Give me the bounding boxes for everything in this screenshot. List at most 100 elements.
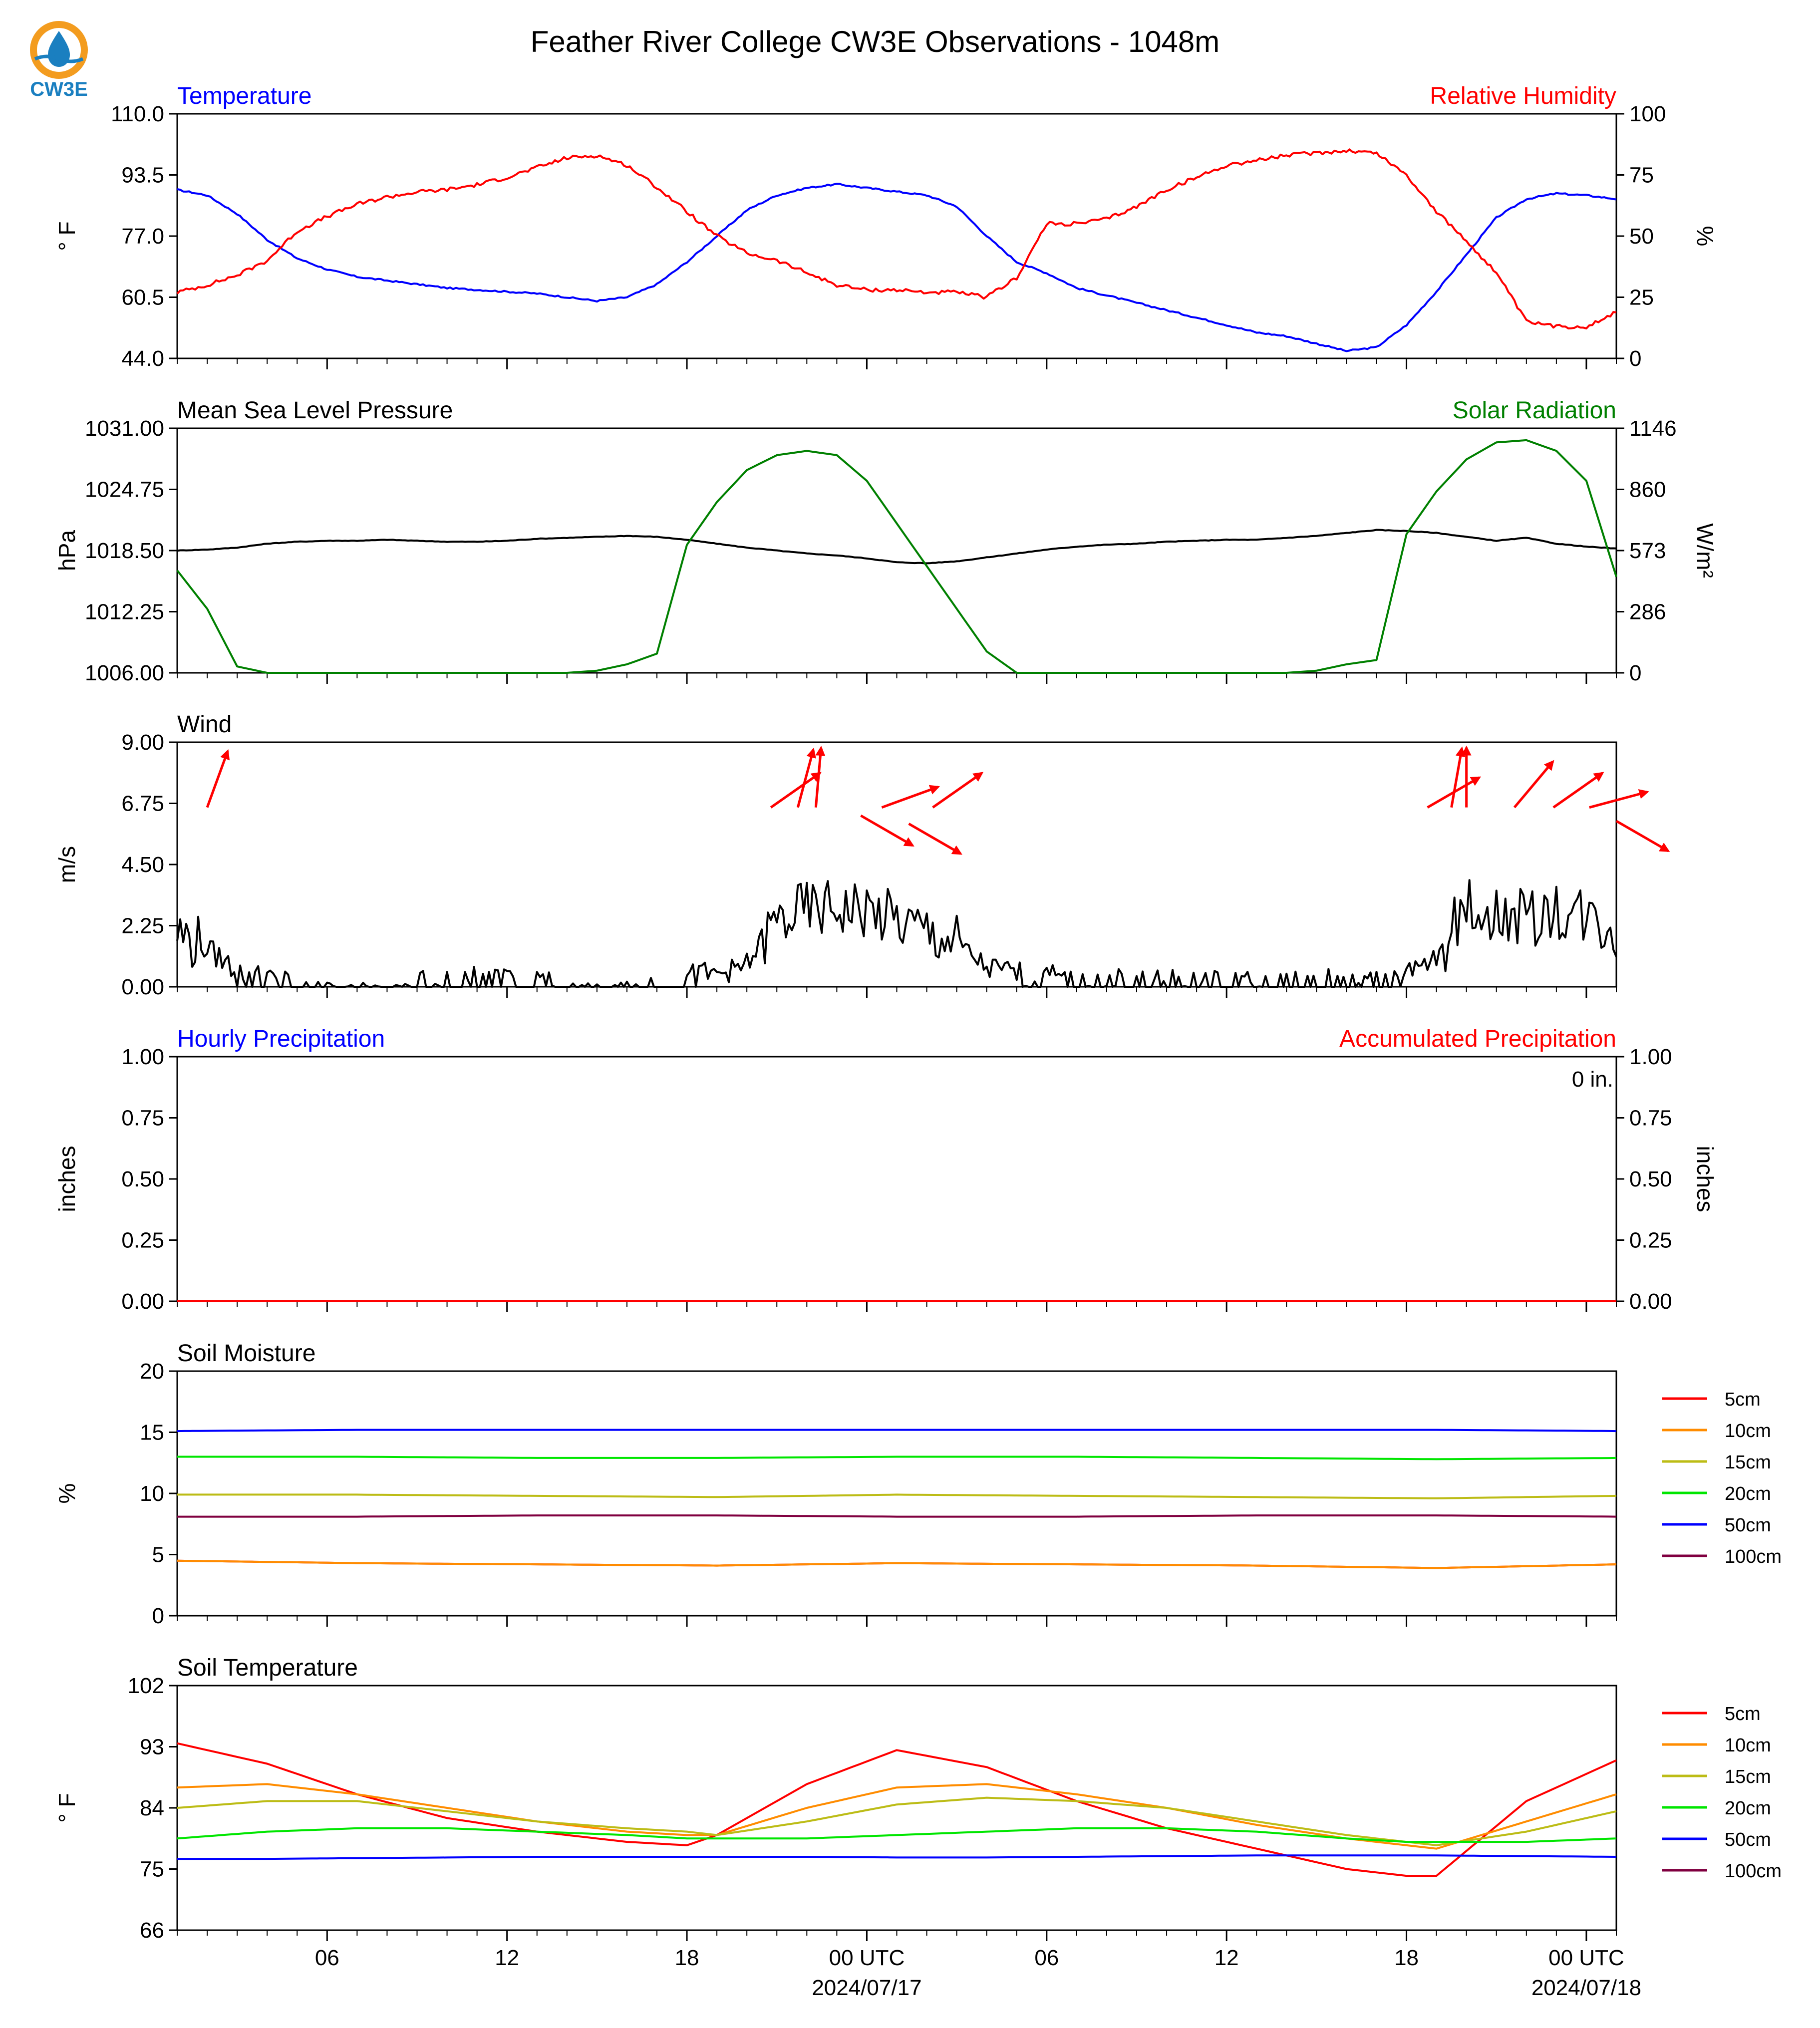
panel-temp_rh: Temperature Relative Humidity 44.0 60.5 77.0… [54, 83, 1718, 371]
wind-arrow [770, 772, 822, 809]
y-tick-label-left: 0.25 [121, 1228, 164, 1253]
legend-entry: 5cm [1725, 1704, 1761, 1725]
panel-title-left: Temperature [177, 83, 311, 109]
y-tick-label-right: 1.00 [1629, 1045, 1672, 1069]
x-date-label: 2024/07/17 [812, 1976, 921, 2000]
y-tick-label-right: 286 [1629, 600, 1666, 624]
y-tick-label-left: 66 [140, 1918, 164, 1943]
series-line-100cm [177, 1514, 1617, 1518]
y-axis-label-left: hPa [54, 530, 80, 571]
series-line-relative-humidity [176, 148, 1617, 329]
y-tick-label-left: 0.75 [121, 1106, 164, 1131]
legend-entry: 10cm [1725, 1421, 1771, 1442]
y-tick-label-right: 0.00 [1629, 1289, 1672, 1314]
x-tick-label: 12 [1214, 1946, 1239, 1970]
y-tick-label-left: 1.00 [121, 1045, 164, 1069]
series-line-temperature [177, 183, 1617, 352]
y-tick-label-left: 110.0 [111, 102, 164, 126]
y-tick-label-right: 0.50 [1629, 1167, 1672, 1191]
y-tick-label-left: 1031.00 [85, 416, 164, 441]
x-tick-label: 06 [315, 1946, 339, 1970]
y-axis-label-right: % [1692, 226, 1718, 247]
panel-title-left: Hourly Precipitation [177, 1026, 385, 1052]
y-tick-label-right: 0.25 [1629, 1228, 1672, 1253]
panel-title-left: Soil Temperature [177, 1655, 358, 1681]
legend-entry: 15cm [1725, 1766, 1771, 1787]
panel-title-right: Solar Radiation [1453, 397, 1616, 424]
panel-title-left: Mean Sea Level Pressure [177, 397, 453, 424]
logo-text: CW3E [30, 78, 88, 100]
legend-entry: 15cm [1725, 1452, 1771, 1473]
y-tick-label-left: 44.0 [121, 346, 164, 371]
y-tick-label-right: 0.75 [1629, 1106, 1672, 1131]
y-tick-label-right: 100 [1629, 102, 1666, 126]
wind-arrow [908, 823, 962, 855]
y-axis-label-left: m/s [54, 846, 80, 883]
y-tick-label-right: 25 [1629, 286, 1654, 310]
accumulated-total-label: 0 in. [1572, 1067, 1613, 1092]
series-line-solar-radiation [176, 439, 1617, 674]
y-axis-label-right: inches [1692, 1146, 1718, 1212]
panel-soil_temperature: Soil Temperature 66 75 84 93 102 ° F 5cm 10cm 15c… [54, 1655, 1782, 1943]
x-tick-label: 00 UTC [829, 1946, 905, 1970]
y-tick-label-right: 0 [1629, 661, 1641, 685]
y-tick-label-left: 15 [140, 1421, 164, 1445]
y-tick-label-left: 0 [152, 1604, 164, 1628]
y-tick-label-left: 2.25 [121, 914, 164, 938]
panel-title-left: Soil Moisture [177, 1340, 315, 1367]
y-tick-label-left: 20 [140, 1359, 164, 1384]
y-tick-label-left: 1006.00 [85, 661, 164, 685]
y-tick-label-right: 75 [1629, 163, 1654, 188]
legend-entry: 10cm [1725, 1735, 1771, 1756]
y-tick-label-left: 93.5 [121, 163, 164, 188]
wind-arrow [932, 772, 984, 809]
y-tick-label-right: 0 [1629, 346, 1641, 371]
y-tick-label-right: 860 [1629, 478, 1666, 502]
wind-arrow [1513, 760, 1554, 809]
x-tick-label: 00 UTC [1548, 1946, 1624, 1970]
y-tick-label-left: 60.5 [121, 286, 164, 310]
wind-arrow [1615, 820, 1670, 853]
legend-entry: 20cm [1725, 1798, 1771, 1819]
y-axis-label-left: inches [54, 1146, 80, 1212]
legend-entry: 50cm [1725, 1515, 1771, 1536]
wind-arrow [1552, 772, 1604, 809]
wind-arrow [1450, 746, 1466, 808]
y-tick-label-left: 84 [140, 1796, 164, 1820]
legend-entry: 50cm [1725, 1829, 1771, 1850]
wind-arrow [206, 749, 230, 808]
y-tick-label-left: 75 [140, 1857, 164, 1882]
series-line-20cm [177, 1455, 1617, 1460]
y-tick-label-right: 1146 [1629, 416, 1677, 441]
series-line-10cm [177, 1559, 1617, 1569]
y-tick-label-left: 1018.50 [85, 539, 164, 563]
panel-title-left: Wind [177, 711, 232, 738]
chart-panels: Temperature Relative Humidity 44.0 60.5 77.0… [54, 83, 1782, 2000]
series-line-50cm [177, 1854, 1617, 1860]
y-axis-label-left: ° F [54, 221, 80, 251]
series-line-15cm [177, 1493, 1617, 1499]
wind-arrow [796, 747, 816, 808]
panel-title-right: Relative Humidity [1430, 83, 1616, 109]
y-tick-label-left: 10 [140, 1481, 164, 1506]
y-tick-label-left: 0.00 [121, 975, 164, 999]
y-tick-label-left: 5 [152, 1543, 164, 1567]
y-tick-label-left: 0.00 [121, 1289, 164, 1314]
panel-pressure_solar: Mean Sea Level Pressure Solar Radiation 10… [54, 397, 1718, 685]
panel-soil_moisture: Soil Moisture 0 5 10 15 20% 5cm 10cm 15cm 20cm 50c… [54, 1340, 1782, 1628]
panel-precip: Hourly Precipitation Accumulated Precipit… [54, 1026, 1718, 1314]
series-line-20cm [177, 1827, 1617, 1843]
x-tick-label: 06 [1034, 1946, 1059, 1970]
wind-arrow [1589, 789, 1649, 809]
panel-wind: Wind 0.00 2.25 4.50 6.75 9.00 m/s [54, 711, 1670, 999]
y-tick-label-left: 0.50 [121, 1167, 164, 1191]
series-line-15cm [177, 1796, 1617, 1846]
x-axis-labels: 06 12 18 00 UTC 06 12 18 00 UTC 2024/07/17 2024/0… [315, 1946, 1641, 2000]
series-line-10cm [177, 1783, 1617, 1850]
wind-arrow [881, 785, 940, 809]
legend-entry: 20cm [1725, 1483, 1771, 1504]
y-tick-label-left: 1024.75 [85, 478, 164, 502]
y-tick-label-left: 6.75 [121, 792, 164, 816]
